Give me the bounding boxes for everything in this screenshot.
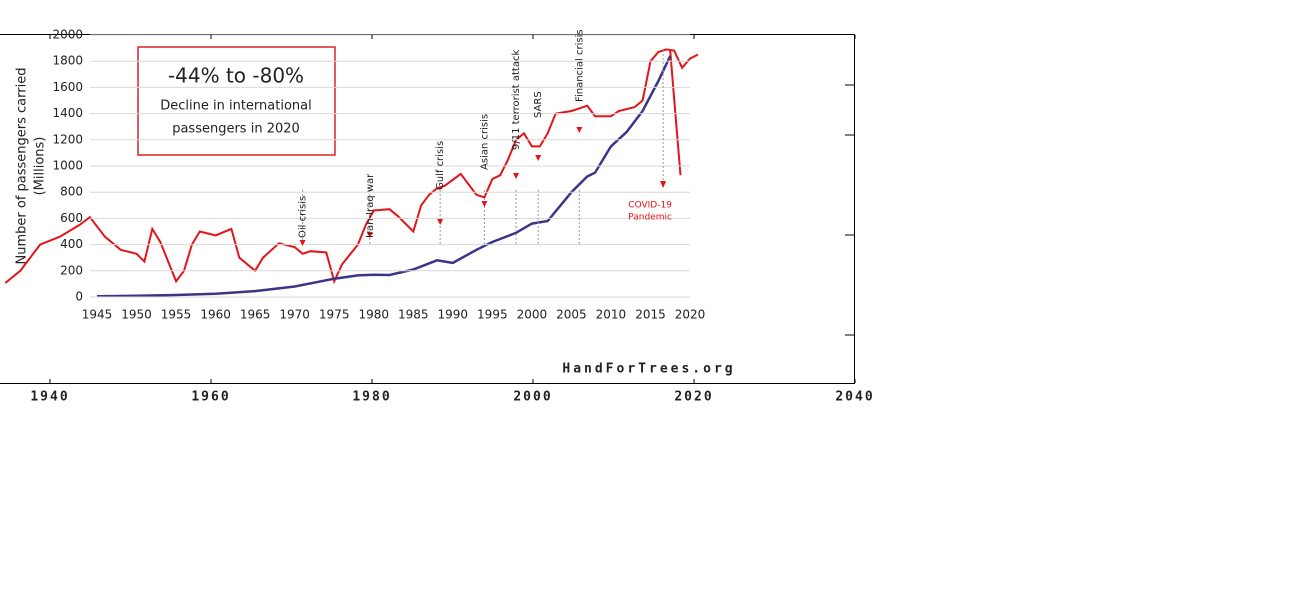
x-tick-label: 1960 — [191, 390, 230, 405]
y-axis-label: Number of passengers carried — [15, 68, 30, 265]
annotation-arrow — [576, 127, 583, 133]
x-tick-label: 1995 — [477, 308, 508, 322]
y-tick-label: 200 — [60, 263, 83, 277]
x-tick-label: 2015 — [635, 308, 666, 322]
annotation-arrow — [366, 232, 373, 238]
annotation-arrow — [535, 155, 542, 161]
x-tick-label: 1980 — [352, 390, 391, 405]
annotation-label: Financial crisis — [574, 29, 585, 102]
series-line — [4, 48, 699, 285]
x-tick-label: 2005 — [556, 308, 587, 322]
frame-right-ticks — [845, 84, 855, 336]
y-tick-label: 1000 — [52, 159, 83, 173]
x-tick-label: 1990 — [438, 308, 469, 322]
x-tick-label: 1985 — [398, 308, 429, 322]
x-tick-label: 1965 — [240, 308, 271, 322]
y-tick-label: 1600 — [52, 80, 83, 94]
covid-label: Pandemic — [628, 213, 672, 223]
callout-headline: -44% to -80% — [168, 64, 304, 88]
annotation-label: Asian crisis — [479, 114, 490, 170]
annotation-arrow — [513, 173, 520, 179]
x-tick-label: 1950 — [121, 308, 152, 322]
x-tick-label: 1955 — [161, 308, 192, 322]
x-tick-label: 2010 — [596, 308, 627, 322]
annotation-label: SARS — [533, 91, 544, 118]
annotation-arrow — [437, 219, 444, 225]
x-tick-label: 2000 — [517, 308, 548, 322]
x-tick-label: 2020 — [675, 308, 706, 322]
x-tick-label: 1970 — [279, 308, 310, 322]
annotation-arrow — [481, 201, 488, 207]
series-line — [669, 50, 682, 176]
callout-line: Decline in international — [160, 99, 311, 114]
x-tick-label: 1940 — [30, 390, 69, 405]
y-tick-label: 600 — [60, 211, 83, 225]
x-tick-label: 2040 — [835, 390, 874, 405]
x-tick-label: 2020 — [674, 390, 713, 405]
watermark: HandForTrees.org — [562, 362, 735, 377]
x-tick-label: 1960 — [200, 308, 231, 322]
y-tick-label: 0 — [75, 290, 83, 304]
y-tick-label: 1400 — [52, 106, 83, 120]
annotation-label: Oil crisis — [298, 196, 309, 238]
y-tick-label: 1800 — [52, 54, 83, 68]
y-tick-label: 2000 — [52, 28, 83, 42]
covid-arrow — [660, 181, 667, 188]
annotation-arrow — [299, 240, 306, 246]
annotation-label: Gulf crisis — [435, 141, 446, 190]
y-tick-label: 1200 — [52, 132, 83, 146]
annotation-label: 9/11 terrorist attack — [511, 50, 522, 150]
y-tick-label: 800 — [60, 185, 83, 199]
callout-box — [137, 46, 336, 156]
x-tick-label: 1945 — [82, 308, 113, 322]
covid-label: COVID-19 — [628, 201, 672, 211]
annotation-label: Iran-Iraq war — [365, 173, 376, 238]
x-tick-label: 2000 — [513, 390, 552, 405]
series-line — [96, 55, 672, 298]
x-tick-label: 1980 — [358, 308, 389, 322]
callout-line: passengers in 2020 — [172, 122, 300, 137]
x-tick-label: 1975 — [319, 308, 350, 322]
y-axis-label: (Millions) — [33, 137, 48, 196]
y-tick-label: 400 — [60, 237, 83, 251]
